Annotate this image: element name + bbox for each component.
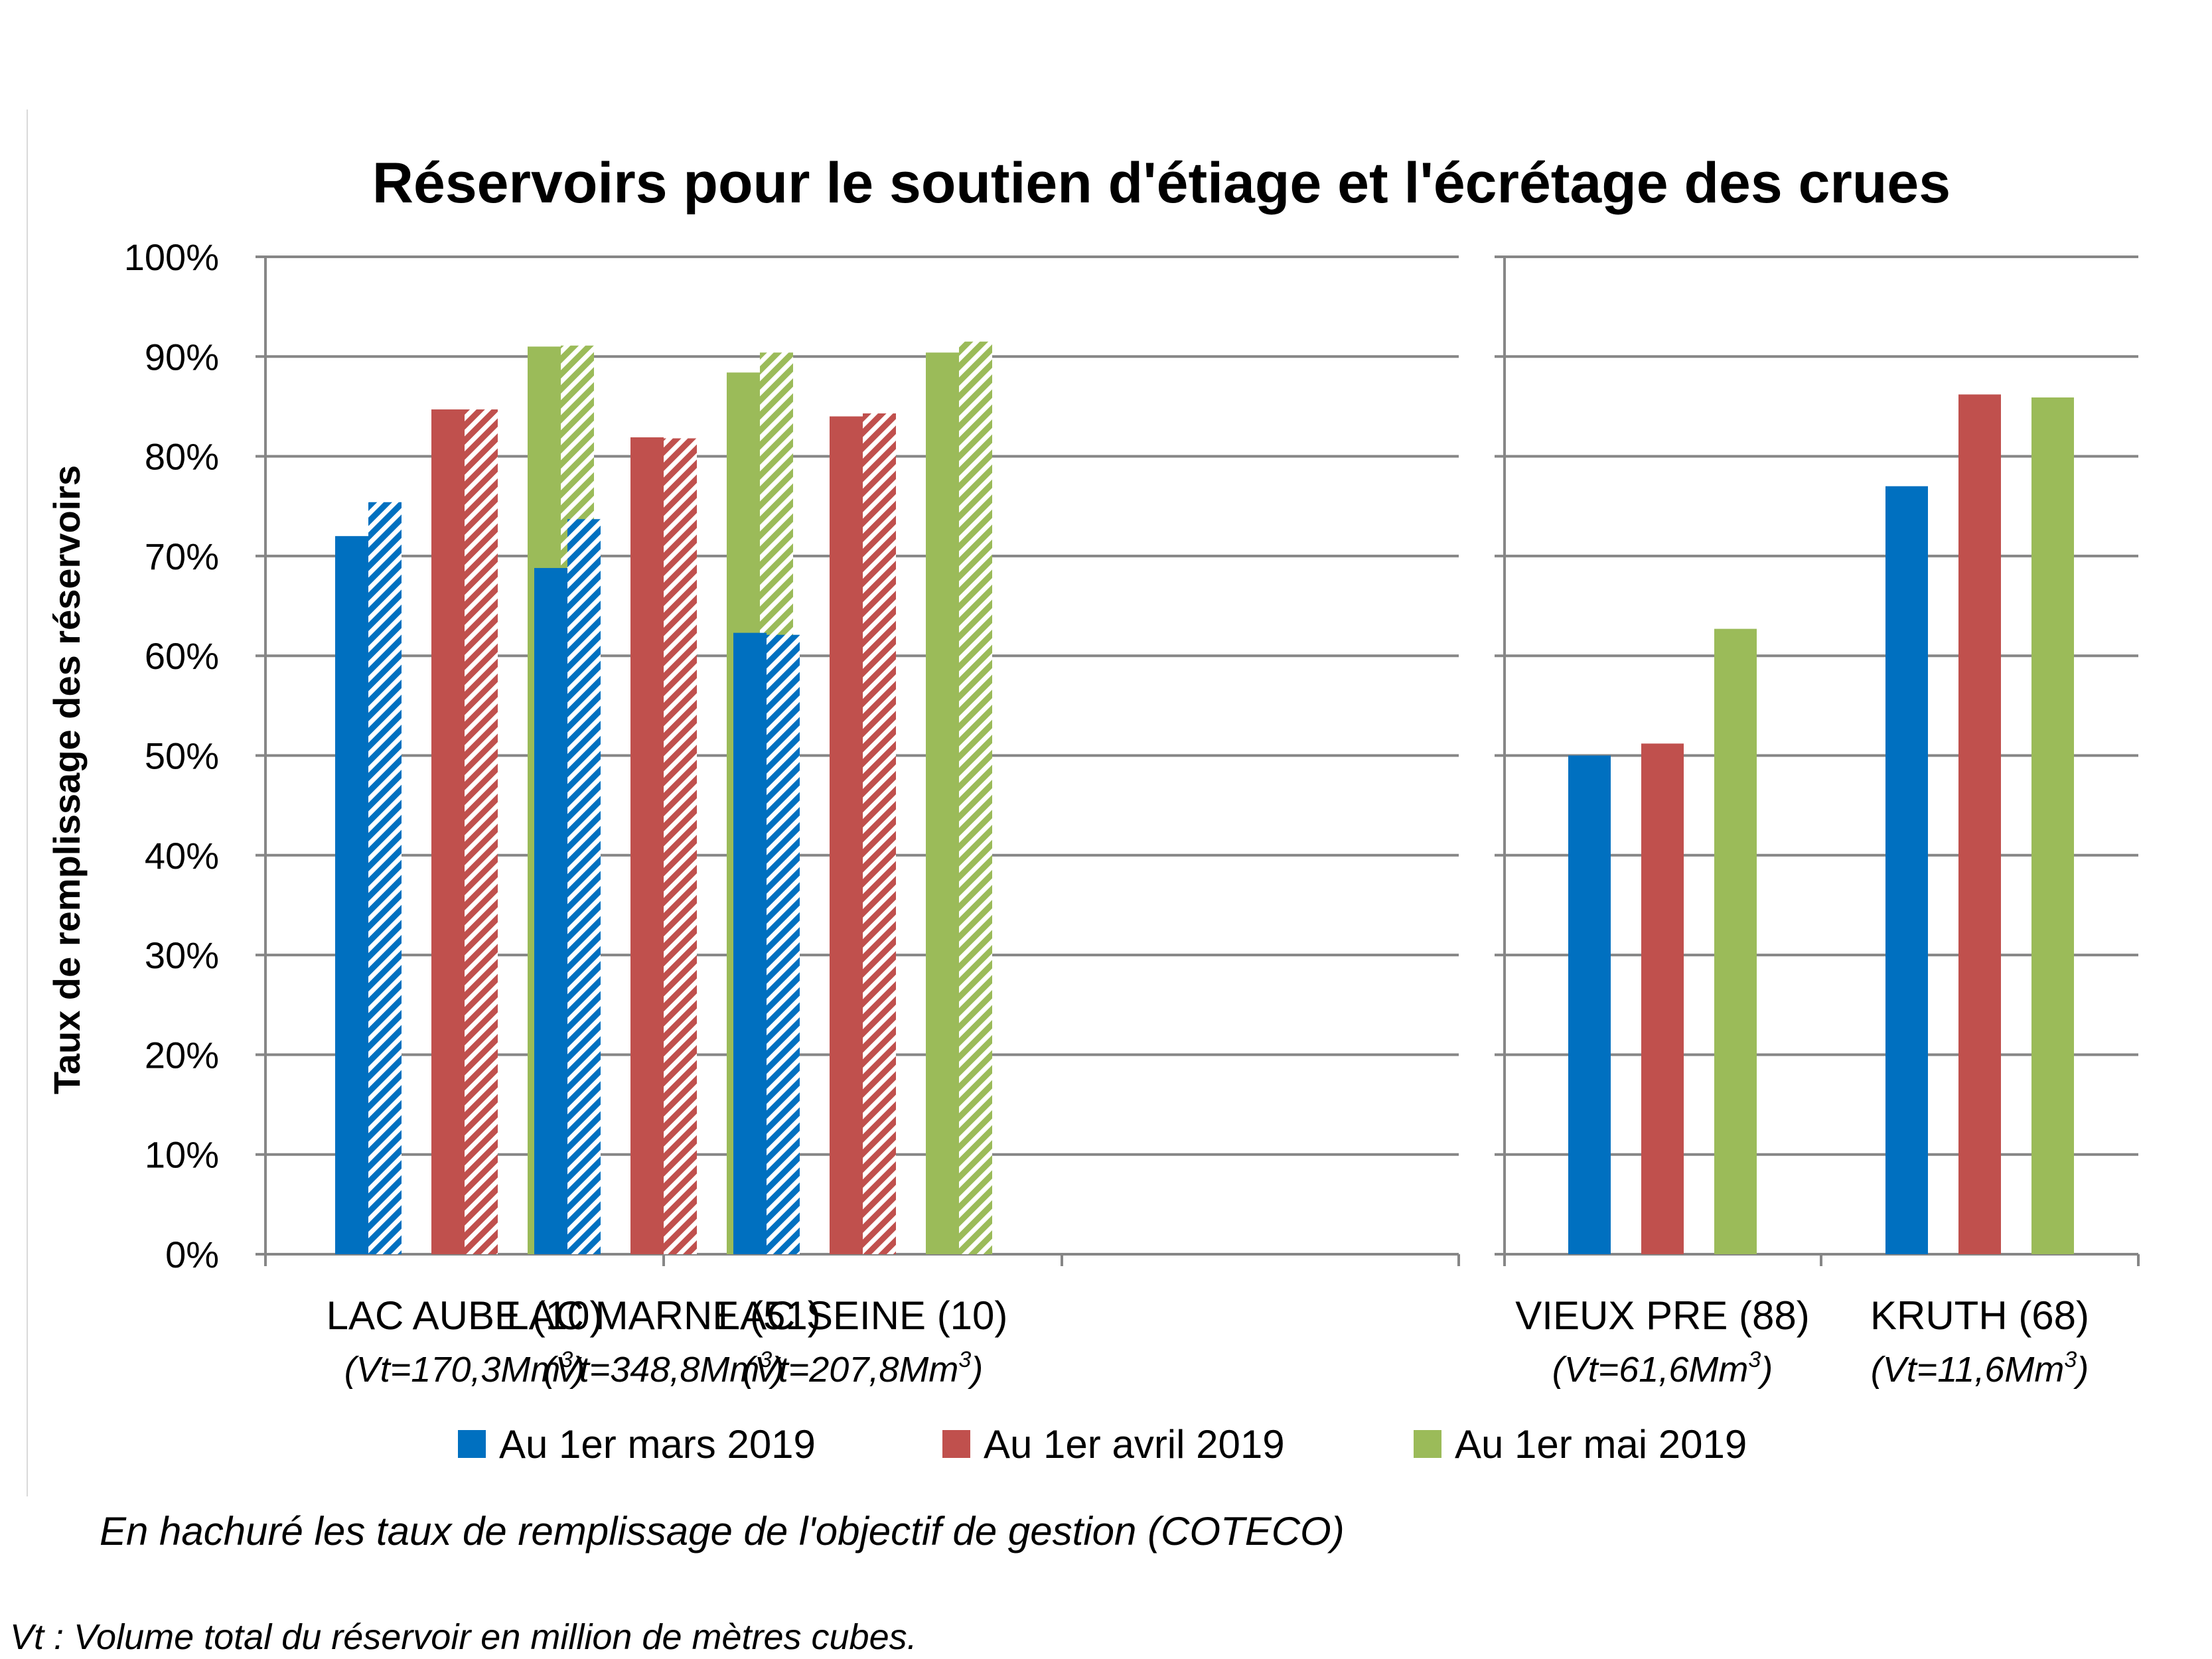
- y-tick-label-100: 100%: [124, 236, 219, 278]
- y-tick-label-90: 90%: [145, 336, 219, 378]
- category-label-1-volume: (Vt=348,8Mm3): [544, 1347, 784, 1390]
- category-label-2-name: LAC SEINE (10): [718, 1293, 1008, 1338]
- bar-mai-vcat1: [2031, 397, 2074, 1254]
- y-tick-label-70: 70%: [145, 536, 219, 577]
- category-label-v0-volume: (Vt=61,6Mm3): [1552, 1347, 1773, 1390]
- legend-label-avril: Au 1er avril 2019: [984, 1422, 1285, 1467]
- bar-mars-cat2: [733, 632, 767, 1254]
- y-tick-label-80: 80%: [145, 436, 219, 478]
- hatch-note: En hachuré les taux de remplissage de l'…: [100, 1509, 1345, 1553]
- y-tick-label-0: 0%: [165, 1234, 219, 1275]
- bar-mai-vcat0: [1714, 628, 1757, 1254]
- bar-objective-mai-cat2: [959, 341, 992, 1254]
- bar-avril-cat2: [830, 416, 863, 1254]
- y-tick-labels: 0% 10% 20% 30% 40% 50% 60% 70% 80% 90% 100%: [124, 236, 219, 1275]
- legend-swatch-mars: [458, 1430, 486, 1458]
- bar-objective-mars-cat2: [767, 634, 800, 1254]
- bar-objective-avril-cat1: [664, 438, 697, 1254]
- y-axis-label: Taux de remplissage des réservoirs: [46, 465, 88, 1094]
- bar-mars-cat1: [534, 567, 567, 1254]
- y-tick-label-50: 50%: [145, 735, 219, 777]
- category-label-0-name: LAC AUBE (10): [327, 1293, 603, 1338]
- bar-objective-mars-cat1: [567, 519, 601, 1254]
- chart-title: Réservoirs pour le soutien d'étiage et l…: [372, 151, 1951, 215]
- y-tick-label-10: 10%: [145, 1134, 219, 1176]
- category-label-v1-name: KRUTH (68): [1870, 1293, 2089, 1338]
- category-labels: LAC AUBE (10) (Vt=170,3Mm3) LAC MARNE (51)…: [327, 1293, 2089, 1390]
- category-label-v1-volume: (Vt=11,6Mm3): [1871, 1347, 2089, 1390]
- bars: [335, 341, 2074, 1255]
- legend-swatch-mai: [1414, 1430, 1441, 1458]
- legend-label-mars: Au 1er mars 2019: [499, 1422, 816, 1467]
- bar-objective-avril-cat2: [863, 413, 896, 1255]
- legend: Au 1er mars 2019 Au 1er avril 2019 Au 1e…: [458, 1422, 1747, 1467]
- bar-avril-cat0: [431, 409, 465, 1254]
- legend-label-mai: Au 1er mai 2019: [1455, 1422, 1747, 1467]
- bar-avril-cat1: [630, 437, 664, 1255]
- legend-swatch-avril: [942, 1430, 970, 1458]
- bar-mars-vcat1: [1885, 486, 1928, 1255]
- bar-objective-mars-cat0: [368, 502, 402, 1254]
- left-frame-line: [27, 109, 28, 1496]
- y-tick-label-30: 30%: [145, 934, 219, 976]
- category-label-1-name: LAC MARNE (51): [506, 1293, 820, 1338]
- bar-mai-cat2: [926, 352, 959, 1254]
- category-label-2-volume: (Vt=207,8Mm3): [743, 1347, 984, 1390]
- category-label-0-volume: (Vt=170,3Mm3): [344, 1347, 585, 1390]
- volume-footnote: Vt : Volume total du réservoir en millio…: [10, 1617, 917, 1657]
- bar-avril-vcat1: [1958, 394, 2001, 1254]
- bar-mars-cat0: [335, 536, 368, 1254]
- y-tick-label-20: 20%: [145, 1034, 219, 1076]
- bar-objective-avril-cat0: [465, 409, 498, 1254]
- bar-avril-vcat0: [1641, 743, 1684, 1254]
- y-tick-label-60: 60%: [145, 635, 219, 677]
- y-tick-label-40: 40%: [145, 835, 219, 877]
- bar-mars-vcat0: [1568, 755, 1611, 1254]
- category-label-v0-name: VIEUX PRE (88): [1515, 1293, 1809, 1338]
